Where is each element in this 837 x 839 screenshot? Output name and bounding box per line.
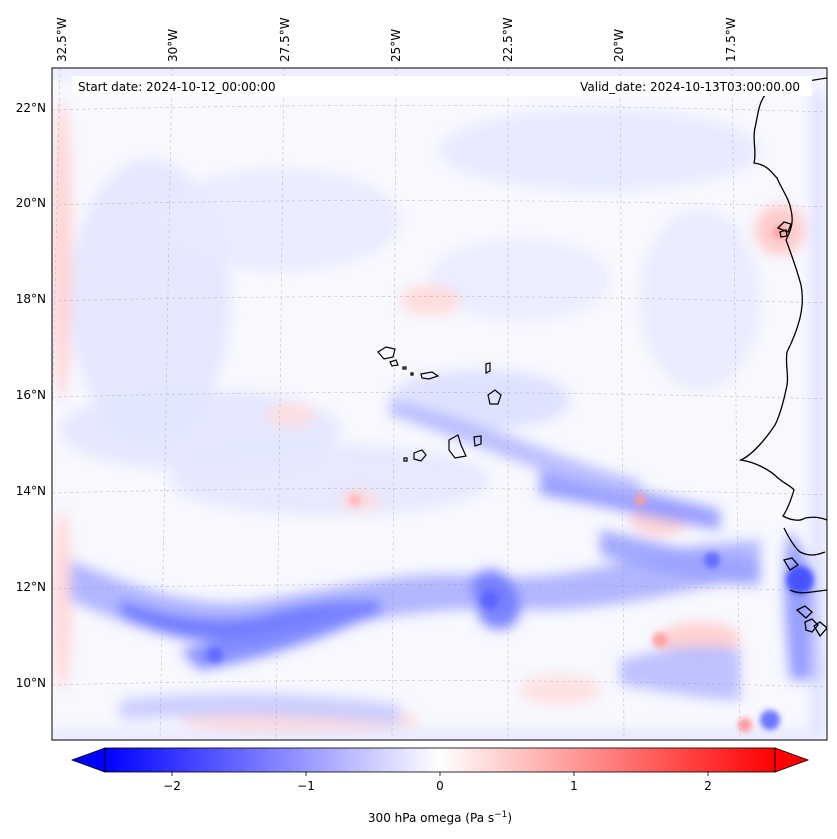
- lat-label: 14°N: [16, 484, 46, 498]
- omega-field-detail: [207, 225, 814, 732]
- lat-label: 10°N: [16, 676, 46, 690]
- start-date-label: Start date: 2024-10-12_00:00:00: [78, 80, 276, 94]
- colorbar-tick-label: −2: [163, 779, 181, 793]
- colorbar-gradient: [105, 748, 775, 772]
- colorbar: −2 −1 0 1 2 300 hPa omega (Pa s−1): [70, 747, 810, 825]
- lon-label: 32.5°W: [55, 17, 69, 62]
- lat-label: 12°N: [16, 580, 46, 594]
- colorbar-extend-min: [70, 747, 106, 773]
- colorbar-tick-label: 1: [570, 779, 578, 793]
- colorbar-tick-label: 2: [704, 779, 712, 793]
- lat-label: 20°N: [16, 196, 46, 210]
- header-box: [72, 76, 812, 96]
- colorbar-ticks: −2 −1 0 1 2: [163, 772, 712, 793]
- lat-label: 18°N: [16, 292, 46, 306]
- colorbar-label: 300 hPa omega (Pa s−1): [368, 810, 512, 825]
- lat-label: 22°N: [16, 101, 46, 115]
- colorbar-tick-label: 0: [436, 779, 444, 793]
- omega-field: [52, 68, 827, 740]
- latitude-labels: 22°N 20°N 18°N 16°N 14°N 12°N 10°N: [16, 101, 46, 690]
- cape-verde-islands: [377, 346, 502, 462]
- lon-label: 25°W: [389, 29, 403, 62]
- valid-date-label: Valid_date: 2024-10-13T03:00:00.00: [580, 80, 800, 94]
- map-frame: [51, 67, 828, 741]
- lat-label: 16°N: [16, 388, 46, 402]
- lon-label: 30°W: [166, 29, 180, 62]
- lon-label: 20°W: [612, 29, 626, 62]
- lon-label: 22.5°W: [501, 17, 515, 62]
- colorbar-tick-label: −1: [297, 779, 315, 793]
- lon-label: 27.5°W: [278, 17, 292, 62]
- map-panel: [52, 68, 827, 740]
- colorbar-extend-max: [774, 747, 810, 773]
- longitude-labels: 32.5°W 30°W 27.5°W 25°W 22.5°W 20°W 17.5…: [55, 17, 738, 62]
- west-africa-coastline: [738, 77, 827, 638]
- lon-label: 17.5°W: [724, 17, 738, 62]
